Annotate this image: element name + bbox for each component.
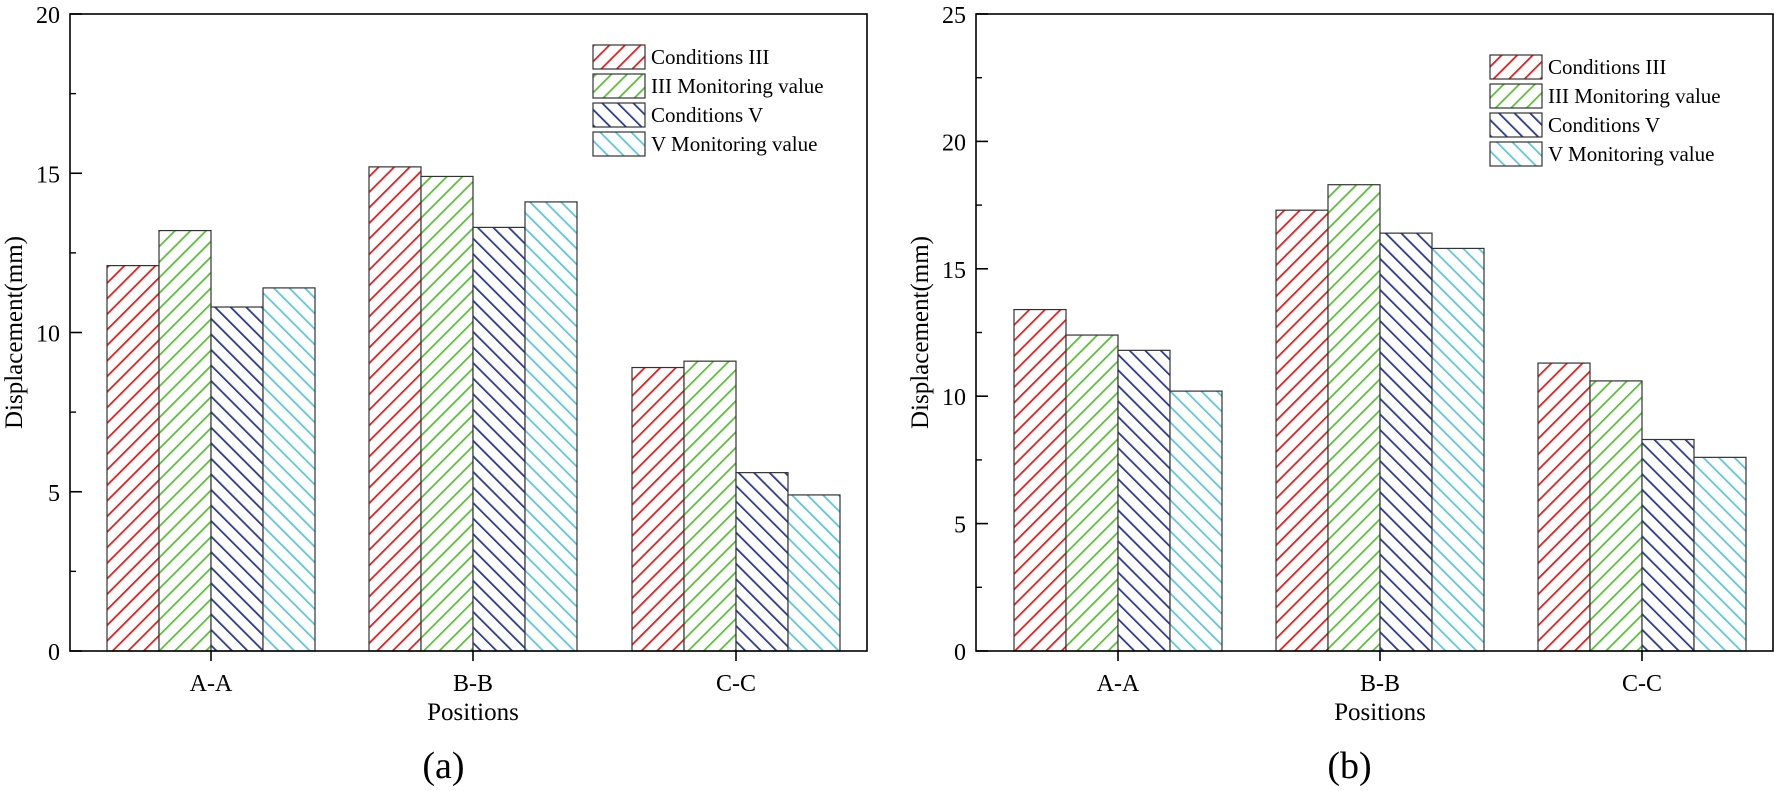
y-tick-label: 10 — [36, 322, 60, 348]
legend-swatch-conditions-iii — [592, 44, 646, 70]
bar-A-A-iii-monitoring-value — [1065, 334, 1119, 652]
legend-label: III Monitoring value — [651, 74, 824, 98]
bar-B-B-conditions-v — [1379, 232, 1433, 652]
legend-label: III Monitoring value — [1548, 84, 1721, 108]
legend-label: Conditions III — [651, 45, 769, 69]
bar-B-B-v-monitoring-value — [524, 201, 578, 652]
bar-C-C-conditions-v — [1641, 438, 1695, 652]
x-axis-title: Positions — [427, 699, 519, 726]
legend-swatch-conditions-iii — [1489, 54, 1543, 80]
y-tick-label: 20 — [36, 3, 60, 29]
panel-label: (a) — [422, 745, 464, 787]
y-tick-label: 15 — [36, 162, 60, 188]
bar-C-C-iii-monitoring-value — [683, 360, 737, 652]
y-tick-label: 0 — [48, 640, 60, 666]
bar-B-B-conditions-iii — [368, 166, 422, 652]
legend-swatch-conditions-v — [592, 102, 646, 128]
x-tick-label-C-C: C-C — [1622, 671, 1662, 697]
legend-label: V Monitoring value — [651, 132, 817, 156]
x-axis-title: Positions — [1334, 699, 1426, 726]
panel-label: (b) — [1327, 745, 1371, 787]
y-tick-label: 0 — [954, 640, 966, 666]
x-tick-label-A-A: A-A — [1097, 671, 1140, 697]
bar-B-B-v-monitoring-value — [1431, 247, 1485, 652]
bar-A-A-v-monitoring-value — [1169, 390, 1223, 652]
bar-C-C-v-monitoring-value — [1693, 456, 1747, 652]
bar-A-A-conditions-v — [1117, 349, 1171, 652]
bar-B-B-iii-monitoring-value — [1327, 184, 1381, 652]
legend-swatch-iii-monitoring-value — [592, 73, 646, 99]
legend-swatch-conditions-v — [1489, 112, 1543, 138]
legend-swatch-v-monitoring-value — [592, 131, 646, 157]
bar-B-B-iii-monitoring-value — [420, 175, 474, 652]
legend-label: V Monitoring value — [1548, 142, 1714, 166]
legend: Conditions III III Monitoring value Condit… — [592, 44, 824, 157]
y-tick-label: 10 — [942, 385, 966, 411]
bar-A-A-conditions-iii — [106, 265, 160, 652]
x-tick-label-C-C: C-C — [716, 671, 756, 697]
y-tick-label: 15 — [942, 258, 966, 284]
legend-label: Conditions V — [1548, 113, 1660, 137]
bar-A-A-v-monitoring-value — [262, 287, 316, 652]
legend-swatch-v-monitoring-value — [1489, 141, 1543, 167]
bar-A-A-iii-monitoring-value — [158, 229, 212, 652]
legend-label: Conditions V — [651, 103, 763, 127]
bar-C-C-conditions-iii — [1537, 362, 1591, 652]
y-tick-label: 5 — [48, 481, 60, 507]
bar-C-C-iii-monitoring-value — [1589, 380, 1643, 652]
bar-A-A-conditions-iii — [1013, 308, 1067, 652]
y-axis-title: Displacement(mm) — [907, 236, 934, 429]
bar-C-C-conditions-iii — [631, 366, 685, 652]
bar-A-A-conditions-v — [210, 306, 264, 652]
x-tick-label-B-B: B-B — [1360, 671, 1400, 697]
bar-C-C-v-monitoring-value — [787, 494, 841, 652]
y-axis-title: Displacement(mm) — [1, 236, 28, 429]
legend-swatch-iii-monitoring-value — [1489, 83, 1543, 109]
y-tick-label: 5 — [954, 513, 966, 539]
legend-label: Conditions III — [1548, 55, 1666, 79]
x-tick-label-A-A: A-A — [190, 671, 233, 697]
chart-panel-a: 0 5 10 15 20 A-A B-B C-C Positions Displacement(m… — [1, 3, 868, 787]
chart-panel-b: 0 5 10 15 20 25 A-A B-B C-C Positions Displacement… — [907, 3, 1774, 787]
bar-B-B-conditions-iii — [1275, 209, 1329, 652]
x-tick-label-B-B: B-B — [453, 671, 493, 697]
y-tick-label: 20 — [942, 130, 966, 156]
bar-B-B-conditions-v — [472, 226, 526, 652]
bar-C-C-conditions-v — [735, 472, 789, 652]
legend: Conditions III III Monitoring value Condit… — [1489, 54, 1721, 167]
y-tick-label: 25 — [942, 3, 966, 29]
